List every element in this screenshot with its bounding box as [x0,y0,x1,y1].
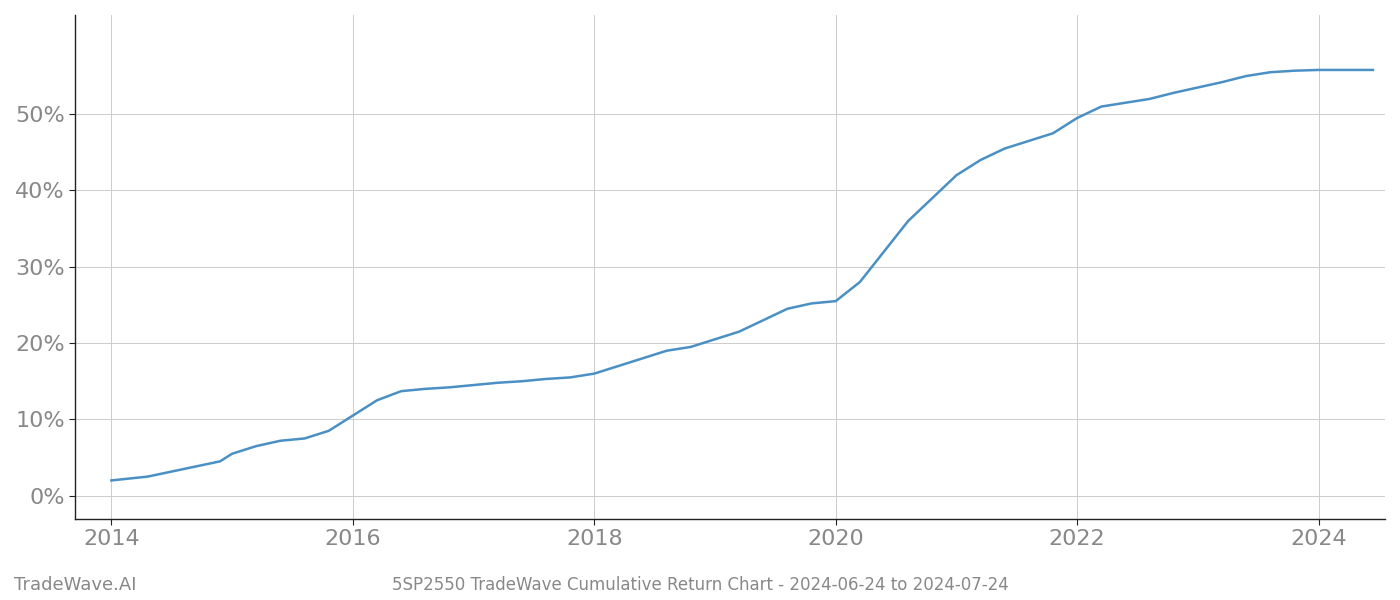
Text: TradeWave.AI: TradeWave.AI [14,576,137,594]
Text: 5SP2550 TradeWave Cumulative Return Chart - 2024-06-24 to 2024-07-24: 5SP2550 TradeWave Cumulative Return Char… [392,576,1008,594]
